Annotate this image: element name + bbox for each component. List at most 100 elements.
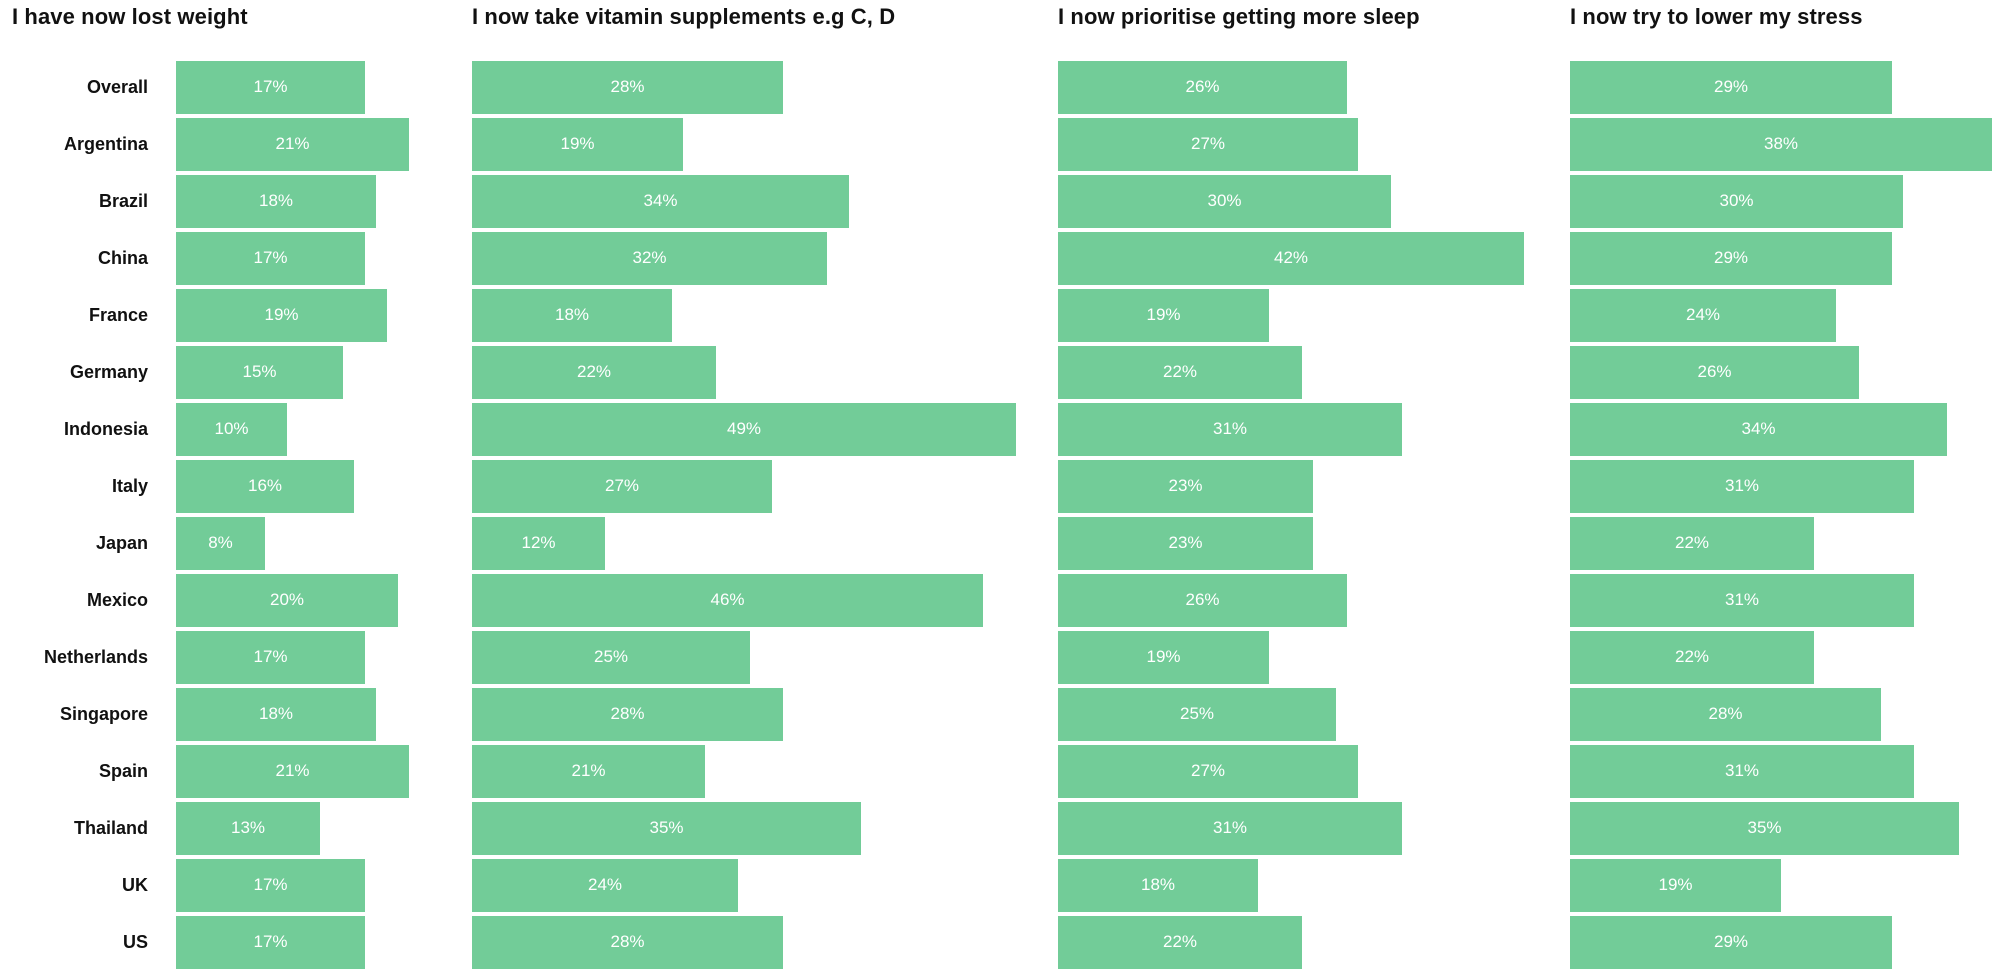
- bar: [472, 232, 827, 285]
- bar: [472, 517, 605, 570]
- bar: [176, 232, 365, 285]
- bar: [176, 61, 365, 114]
- data-label: 24%: [587, 875, 623, 894]
- bar: [472, 403, 1016, 456]
- bar: [1058, 517, 1313, 570]
- bar: [1570, 118, 1992, 171]
- data-label: 31%: [1724, 590, 1760, 609]
- chart-title: I now try to lower my stress: [1570, 4, 1863, 29]
- data-label: 17%: [253, 77, 288, 96]
- bar: [472, 346, 716, 399]
- data-label: 28%: [1708, 704, 1743, 723]
- category-label: Thailand: [73, 818, 148, 838]
- data-label: 17%: [253, 647, 288, 666]
- data-label: 21%: [275, 761, 310, 780]
- data-label: 30%: [1719, 191, 1754, 210]
- bar: [176, 631, 365, 684]
- data-label: 28%: [610, 77, 645, 96]
- data-label: 8%: [208, 533, 233, 552]
- data-label: 22%: [1162, 362, 1198, 381]
- bar: [472, 745, 705, 798]
- bar: [176, 802, 320, 855]
- bar: [1058, 574, 1347, 627]
- data-label: 19%: [1146, 305, 1181, 324]
- bar: [1570, 61, 1892, 114]
- bar: [1570, 916, 1892, 969]
- data-label: 18%: [258, 191, 294, 210]
- data-label: 26%: [1697, 362, 1732, 381]
- data-label: 27%: [604, 476, 640, 495]
- bar: [472, 688, 783, 741]
- data-label: 30%: [1207, 191, 1242, 210]
- bar: [176, 859, 365, 912]
- bar: [472, 574, 983, 627]
- data-label: 28%: [610, 932, 645, 951]
- data-label: 29%: [1713, 932, 1749, 951]
- bar: [176, 688, 376, 741]
- data-label: 17%: [253, 248, 288, 267]
- bar: [1570, 517, 1814, 570]
- chart-title: I have now lost weight: [12, 4, 248, 29]
- category-label: Netherlands: [43, 647, 148, 667]
- bar: [1570, 688, 1881, 741]
- bar: [176, 745, 409, 798]
- bar: [176, 574, 398, 627]
- data-label: 19%: [1658, 875, 1693, 894]
- bar: [1058, 688, 1336, 741]
- data-label: 22%: [576, 362, 612, 381]
- data-label: 31%: [1724, 761, 1760, 780]
- category-label: Spain: [98, 761, 148, 781]
- bar: [472, 175, 849, 228]
- bar: [176, 403, 287, 456]
- bar: [176, 916, 365, 969]
- data-label: 42%: [1273, 248, 1309, 267]
- data-label: 35%: [1747, 818, 1782, 837]
- data-label: 13%: [230, 818, 266, 837]
- category-label: France: [88, 305, 148, 325]
- category-label: Mexico: [86, 590, 148, 610]
- data-label: 49%: [726, 419, 762, 438]
- category-label: Singapore: [59, 704, 148, 724]
- data-label: 22%: [1162, 932, 1198, 951]
- bar: [1570, 460, 1914, 513]
- data-label: 18%: [1140, 875, 1176, 894]
- data-label: 21%: [571, 761, 606, 780]
- data-label: 22%: [1674, 647, 1710, 666]
- data-label: 29%: [1713, 77, 1749, 96]
- data-label: 12%: [521, 533, 556, 552]
- data-label: 32%: [632, 248, 667, 267]
- data-label: 18%: [554, 305, 590, 324]
- data-label: 15%: [242, 362, 277, 381]
- bar: [472, 916, 783, 969]
- data-label: 22%: [1674, 533, 1710, 552]
- bar: [472, 460, 772, 513]
- data-label: 10%: [214, 419, 249, 438]
- bar: [1570, 859, 1781, 912]
- data-label: 18%: [258, 704, 294, 723]
- data-label: 26%: [1185, 590, 1220, 609]
- category-label: Japan: [95, 533, 148, 553]
- data-label: 24%: [1685, 305, 1721, 324]
- data-label: 17%: [253, 932, 288, 951]
- category-label: UK: [122, 875, 148, 895]
- bar: [1570, 175, 1903, 228]
- data-label: 38%: [1763, 134, 1799, 153]
- bar: [1570, 289, 1836, 342]
- bar: [1058, 916, 1302, 969]
- category-label: Overall: [86, 77, 148, 97]
- bar: [472, 289, 672, 342]
- chart-title: I now prioritise getting more sleep: [1058, 4, 1420, 29]
- data-label: 25%: [1179, 704, 1215, 723]
- data-label: 34%: [643, 191, 678, 210]
- data-label: 31%: [1212, 419, 1248, 438]
- bar: [1570, 631, 1814, 684]
- data-label: 35%: [649, 818, 684, 837]
- bar: [472, 118, 683, 171]
- bar: [176, 517, 265, 570]
- data-label: 34%: [1741, 419, 1776, 438]
- bar: [472, 859, 738, 912]
- data-label: 20%: [269, 590, 305, 609]
- chart-title: I now take vitamin supplements e.g C, D: [472, 4, 896, 29]
- bar: [176, 346, 343, 399]
- data-label: 23%: [1168, 533, 1203, 552]
